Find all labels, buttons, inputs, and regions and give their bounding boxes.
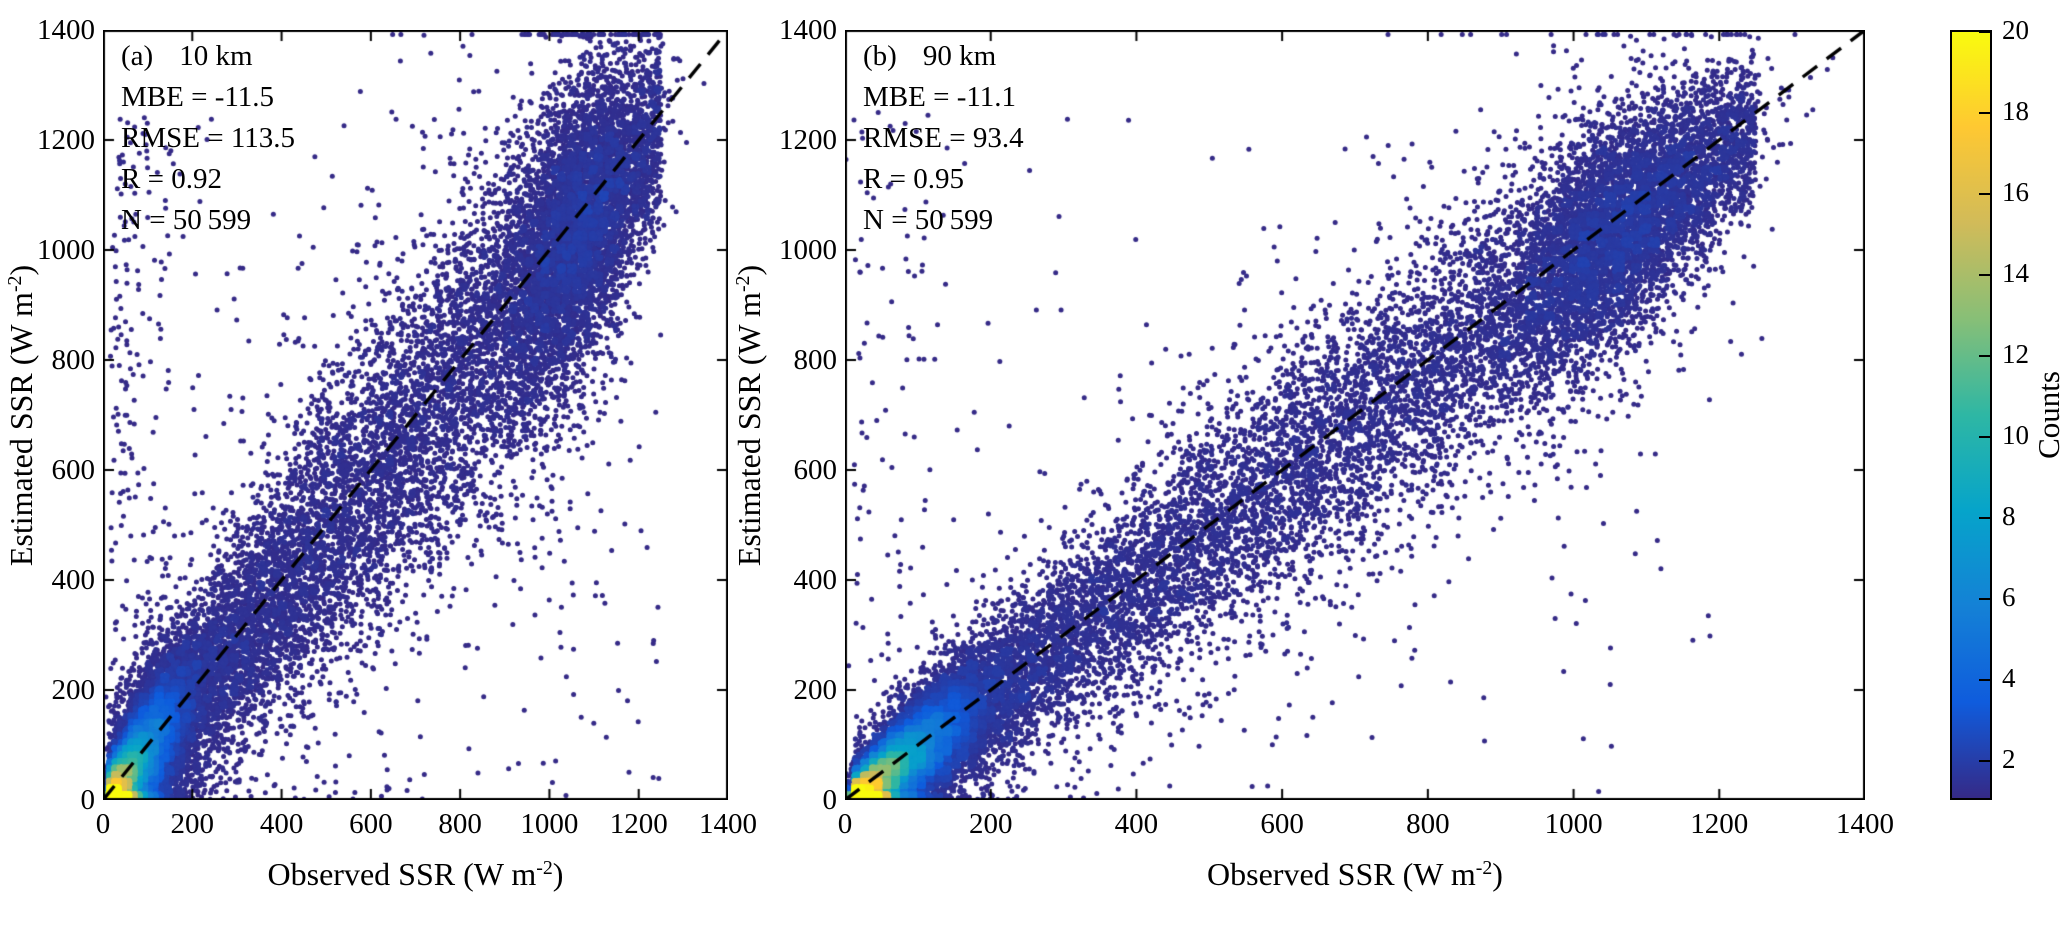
y-axis-title: Estimated SSR (W m-2) — [0, 30, 44, 800]
y-axis-title-text: Estimated SSR (W m — [731, 291, 768, 566]
panel-title: (a) 10 km — [121, 36, 295, 77]
colorbar-tick-label: 20 — [2002, 15, 2029, 45]
colorbar-title: Counts — [2031, 371, 2067, 459]
colorbar-tick-mark — [1979, 517, 1990, 520]
x-tick-label: 1400 — [699, 808, 757, 840]
y-tick-label: 0 — [80, 784, 96, 816]
stat-n: N = 50 599 — [121, 204, 252, 236]
y-axis-title-close: ) — [3, 264, 40, 276]
y-tick-label: 1000 — [779, 234, 837, 266]
x-axis-title-close: ) — [1492, 856, 1503, 892]
panel-label: (a) — [121, 40, 154, 72]
x-axis-title-close: ) — [552, 856, 564, 892]
colorbar-tick-labels: 2 4 6 8 10 12 14 16 18 20 — [2002, 0, 2062, 946]
colorbar-tick-label: 18 — [2002, 96, 2029, 127]
panel-title: (b) 90 km — [863, 36, 1024, 77]
x-tick-labels: 0 200 400 600 800 1000 1200 1400 — [96, 808, 757, 846]
y-axis-title: Estimated SSR (W m-2) — [728, 30, 772, 800]
y-tick-label: 200 — [51, 674, 96, 706]
y-tick-label: 0 — [822, 784, 838, 816]
stat-r: R = 0.95 — [863, 163, 964, 195]
colorbar-tick-mark — [1979, 355, 1990, 358]
x-tick-labels: 0 200 400 600 800 1000 1200 1400 — [838, 808, 1894, 846]
x-tick-label: 0 — [837, 808, 853, 840]
x-axis-title-text: Observed SSR (W m — [267, 856, 537, 892]
colorbar-tick-mark — [1979, 436, 1990, 439]
y-tick-labels: 0 200 400 600 800 1000 1200 1400 — [33, 14, 96, 816]
x-tick-label: 200 — [170, 808, 215, 840]
colorbar-tick-mark — [1979, 598, 1990, 601]
x-tick-label: 1200 — [609, 808, 668, 840]
stats-block: (b) 90 km MBE = -11.1 RMSE = 93.4 R = 0.9… — [863, 36, 1024, 241]
stat-rmse: RMSE = 93.4 — [863, 122, 1024, 154]
y-tick-label: 600 — [793, 454, 838, 486]
x-tick-label: 400 — [259, 808, 304, 840]
y-tick-label: 600 — [51, 454, 96, 486]
x-axis-title: Observed SSR (W m-2) — [103, 856, 728, 893]
x-tick-label: 600 — [1260, 808, 1304, 840]
y-tick-label: 1400 — [37, 14, 95, 46]
colorbar-title-wrap: Counts — [2030, 30, 2067, 800]
stat-mbe: MBE = -11.5 — [121, 81, 275, 113]
colorbar-tick-label: 14 — [2002, 258, 2029, 289]
x-axis-title-text: Observed SSR (W m — [1207, 856, 1476, 892]
stat-mbe: MBE = -11.1 — [863, 81, 1017, 113]
x-axis-title: Observed SSR (W m-2) — [845, 856, 1865, 893]
x-tick-label: 1200 — [1690, 808, 1749, 840]
colorbar-tick-mark — [1979, 679, 1990, 682]
x-tick-label: 1400 — [1836, 808, 1894, 840]
colorbar-tick-mark — [1979, 31, 1990, 33]
panel-b: (b) 90 km MBE = -11.1 RMSE = 93.4 R = 0.9… — [732, 14, 1894, 892]
y-tick-labels: 0 200 400 600 800 1000 1200 1400 — [775, 14, 838, 816]
panel-label: (b) — [863, 40, 897, 72]
y-tick-label: 1000 — [37, 234, 95, 266]
stat-n: N = 50 599 — [863, 204, 994, 236]
y-tick-label: 200 — [793, 674, 838, 706]
x-tick-label: 600 — [349, 808, 393, 840]
y-tick-label: 400 — [51, 564, 96, 596]
colorbar-tick-label: 6 — [2002, 582, 2016, 613]
x-tick-label: 200 — [968, 808, 1013, 840]
stat-r: R = 0.92 — [121, 163, 222, 195]
y-tick-label: 800 — [51, 344, 96, 376]
y-tick-label: 400 — [793, 564, 838, 596]
colorbar-tick-label: 16 — [2002, 177, 2029, 208]
y-axis-title-exponent: -2 — [4, 275, 27, 292]
stats-block: (a) 10 km MBE = -11.5 RMSE = 113.5 R = 0.… — [121, 36, 295, 241]
x-tick-label: 0 — [95, 808, 111, 840]
x-axis-title-exponent: -2 — [1475, 857, 1493, 880]
colorbar-tick-label: 10 — [2002, 420, 2029, 451]
colorbar-tick-label: 12 — [2002, 339, 2029, 370]
y-tick-label: 800 — [793, 344, 838, 376]
x-tick-label: 1000 — [1544, 808, 1603, 840]
colorbar-tick-mark — [1979, 274, 1990, 277]
x-tick-label: 1000 — [520, 808, 579, 840]
colorbar-gradient — [1952, 32, 1990, 798]
colorbar-tick-label: 4 — [2002, 663, 2016, 694]
x-tick-label: 400 — [1114, 808, 1159, 840]
colorbar-tick-mark — [1979, 760, 1990, 763]
y-tick-label: 1200 — [37, 124, 95, 156]
x-axis-title-exponent: -2 — [536, 857, 553, 880]
colorbar-tick-mark — [1979, 193, 1990, 196]
y-axis-title-exponent: -2 — [732, 275, 755, 292]
y-tick-label: 1200 — [779, 124, 837, 156]
x-tick-label: 800 — [1406, 808, 1450, 840]
colorbar-tick-label: 2 — [2002, 744, 2016, 775]
colorbar-tick-mark — [1979, 112, 1990, 115]
panel-a: (a) 10 km MBE = -11.5 RMSE = 113.5 R = 0.… — [4, 14, 757, 892]
resolution-label: 10 km — [179, 40, 253, 72]
density-scatter-canvas-a — [103, 30, 728, 800]
stat-rmse: RMSE = 113.5 — [121, 122, 295, 154]
colorbar-tick-label: 8 — [2002, 501, 2016, 532]
y-axis-title-text: Estimated SSR (W m — [3, 291, 40, 566]
resolution-label: 90 km — [922, 40, 997, 72]
x-tick-label: 800 — [438, 808, 482, 840]
density-scatter-canvas-b — [845, 30, 1865, 800]
y-axis-title-close: ) — [731, 264, 768, 276]
colorbar — [1950, 30, 1992, 800]
y-tick-label: 1400 — [779, 14, 837, 46]
